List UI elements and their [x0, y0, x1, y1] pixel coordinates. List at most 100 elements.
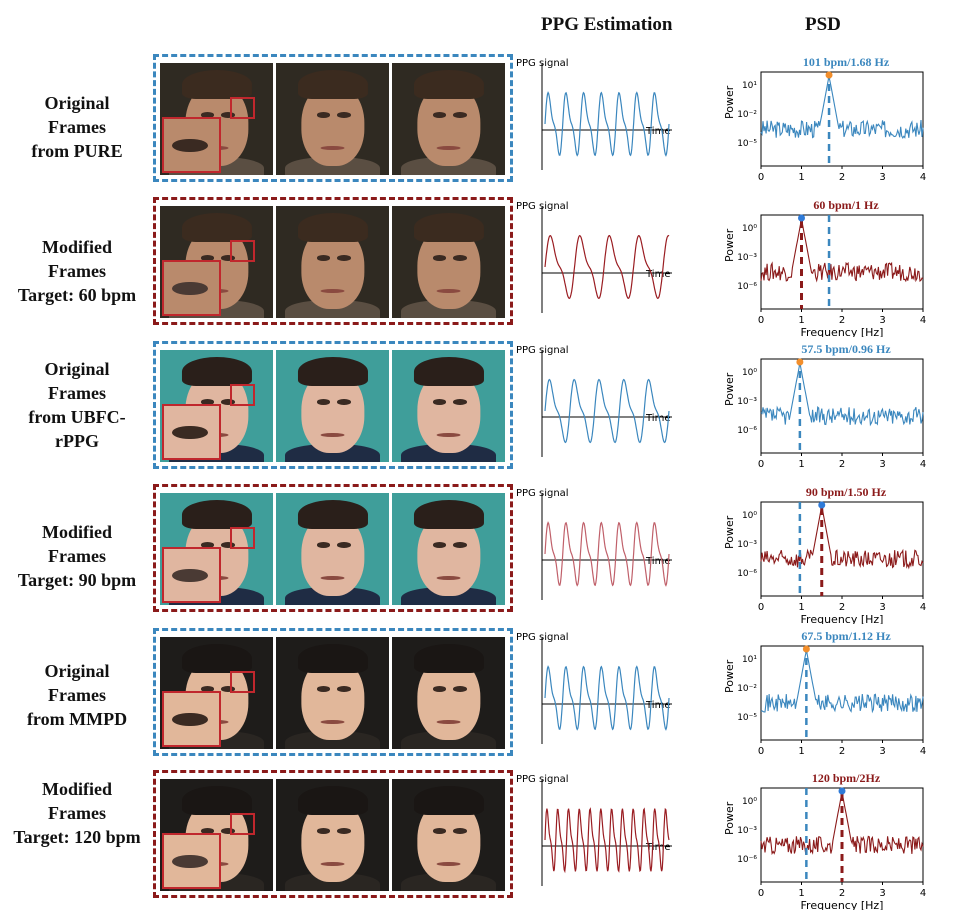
- row-label-line: Original: [44, 661, 110, 681]
- right-eye: [337, 399, 351, 405]
- psd-xlabel: Frequency [Hz]: [801, 326, 884, 337]
- psd-xtick: 0: [758, 602, 764, 613]
- right-eye: [453, 255, 467, 261]
- zoom-region-box: [230, 670, 255, 693]
- shirt: [401, 587, 496, 605]
- psd-peak-marker: [798, 214, 805, 222]
- mouth: [436, 145, 461, 151]
- row-label-line: from UBFC-: [28, 407, 126, 427]
- row-label-line: Target: 60 bpm: [17, 285, 137, 305]
- ppg-estimation-header: PPG Estimation: [541, 14, 673, 35]
- hair: [297, 212, 368, 242]
- psd-spectrum-line: [760, 505, 924, 570]
- row-label: Modified Frames Target: 120 bpm: [2, 777, 152, 849]
- hair: [297, 69, 368, 99]
- right-eye: [337, 686, 351, 692]
- psd-ytick: 10⁰: [742, 511, 757, 521]
- right-eye: [453, 542, 467, 548]
- mouth: [320, 145, 345, 151]
- psd-spectrum-line: [760, 650, 924, 714]
- left-eye: [200, 686, 215, 692]
- row-label-line: from PURE: [31, 141, 123, 161]
- psd-xtick: 0: [758, 172, 764, 183]
- row-label-line: Modified: [42, 522, 112, 542]
- row-label-line: Original: [44, 93, 110, 113]
- psd-peak-title: 120 bpm/2Hz: [812, 771, 881, 785]
- shirt: [401, 444, 496, 462]
- ppg-signal-plot: PPG signal Time: [516, 632, 672, 744]
- hair: [181, 212, 252, 242]
- row-label-line: Frames: [48, 803, 106, 823]
- row-label-line: Modified: [42, 779, 112, 799]
- psd-ytick: 10⁻⁶: [737, 426, 757, 436]
- video-frames-box: [153, 628, 513, 756]
- ppg-ylabel: PPG signal: [516, 58, 569, 69]
- psd-axes-frame: [760, 214, 924, 310]
- hair: [297, 499, 368, 529]
- zoomed-eye-inset: [162, 691, 221, 747]
- mouth: [436, 575, 461, 581]
- ppg-waveform: [544, 91, 670, 157]
- zoomed-eye-inset: [162, 404, 221, 460]
- row-label-line: from MMPD: [26, 709, 128, 729]
- row-label: Original Frames from PURE: [2, 91, 152, 163]
- psd-xtick: 2: [839, 315, 845, 326]
- mouth: [320, 719, 345, 725]
- left-eye: [200, 828, 215, 834]
- psd-ytick: 10⁰: [742, 797, 757, 807]
- row-label-line: Frames: [48, 685, 106, 705]
- left-eye: [432, 112, 447, 118]
- psd-plot: 60 bpm/1 Hz Power 10⁰ 10⁻³ 10⁻⁶ 0 1 2 3 4 Frequenc…: [723, 198, 926, 337]
- video-frame: [276, 779, 389, 891]
- video-frames-box: [153, 54, 513, 182]
- hair: [413, 356, 484, 386]
- psd-ylabel: Power: [723, 228, 736, 262]
- left-eye: [316, 686, 331, 692]
- ppg-xlabel: Time: [645, 126, 670, 137]
- psd-axes-frame: [760, 358, 924, 454]
- psd-xtick: 4: [920, 602, 926, 613]
- psd-xtick: 2: [839, 459, 845, 470]
- shirt: [285, 587, 380, 605]
- psd-xtick: 4: [920, 746, 926, 757]
- ppg-ylabel: PPG signal: [516, 774, 569, 785]
- right-eye: [221, 399, 235, 405]
- psd-peak-marker: [802, 645, 810, 653]
- left-eye: [432, 686, 447, 692]
- right-eye: [453, 112, 467, 118]
- video-frame: [392, 350, 505, 462]
- video-frames-box: [153, 770, 513, 898]
- zoom-region-box: [230, 96, 255, 119]
- psd-xtick: 3: [879, 315, 885, 326]
- psd-spectrum-line: [760, 364, 924, 427]
- ppg-signal-plot: PPG signal Time: [516, 774, 672, 886]
- row-label: Modified Frames Target: 90 bpm: [2, 520, 152, 592]
- ppg-waveform: [544, 378, 670, 444]
- ppg-xlabel: Time: [645, 556, 670, 567]
- psd-xtick: 1: [798, 888, 804, 899]
- psd-xtick: 0: [758, 315, 764, 326]
- left-eye: [316, 542, 331, 548]
- video-frame: [276, 493, 389, 605]
- ppg-xlabel: Time: [645, 842, 670, 853]
- video-frame: [276, 206, 389, 318]
- ppg-signal-plot: PPG signal Time: [516, 201, 672, 313]
- right-eye: [337, 255, 351, 261]
- psd-ylabel: Power: [723, 801, 736, 835]
- shirt: [401, 300, 496, 318]
- mouth: [436, 719, 461, 725]
- psd-xtick: 1: [798, 172, 804, 183]
- psd-xtick: 3: [879, 888, 885, 899]
- ppg-ylabel: PPG signal: [516, 201, 569, 212]
- psd-xtick: 1: [798, 315, 804, 326]
- zoomed-eye-inset: [162, 833, 221, 889]
- zoomed-eye: [172, 281, 208, 296]
- hair: [181, 785, 252, 815]
- psd-ytick: 10⁻⁶: [737, 855, 757, 865]
- video-frame: [392, 637, 505, 749]
- video-frame: [276, 637, 389, 749]
- psd-ylabel: Power: [723, 372, 736, 406]
- hair: [413, 69, 484, 99]
- right-eye: [337, 542, 351, 548]
- psd-spectrum-line: [760, 218, 924, 283]
